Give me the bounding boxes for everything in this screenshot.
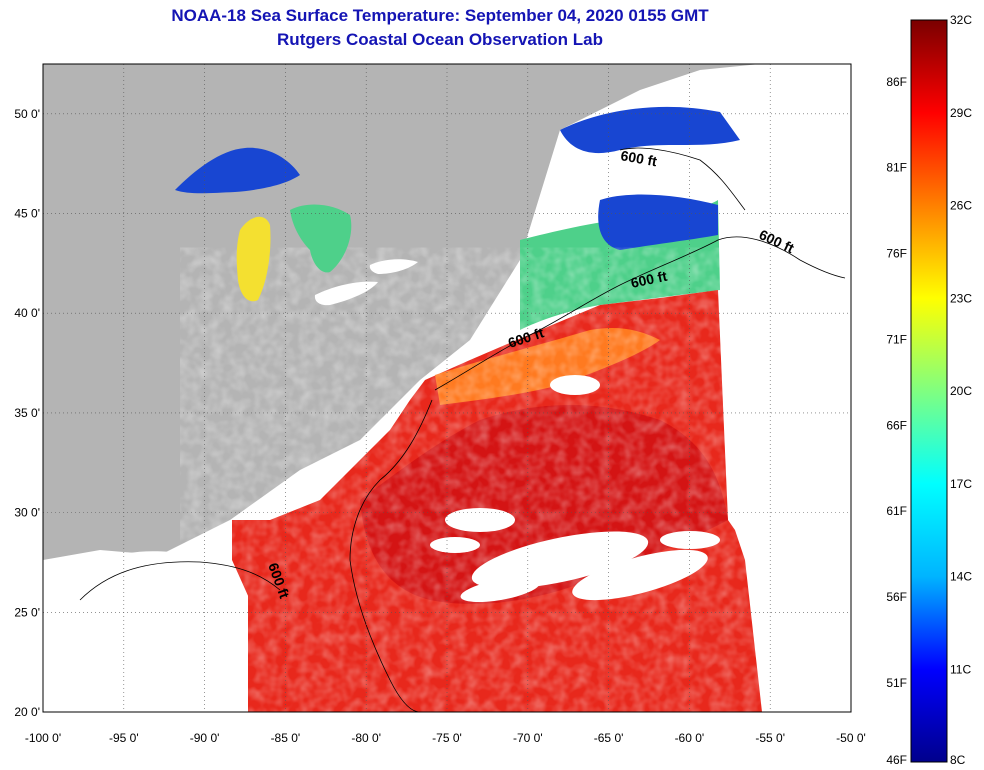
colorbar-celsius-label: 20C [950, 384, 972, 398]
colorbar-fahrenheit-label: 76F [886, 247, 907, 261]
colorbar-celsius-label: 11C [950, 662, 971, 676]
latitude-tick-label: 50 0' [14, 107, 40, 121]
colorbar-celsius-label: 8C [950, 753, 966, 767]
longitude-tick-label: -80 0' [351, 731, 381, 745]
colorbar-fahrenheit-label: 66F [886, 418, 907, 432]
colorbar-fahrenheit-labels: 86F 81F 76F 71F 66F 61F 56F 51F 46F [886, 75, 907, 767]
longitude-tick-label: -65 0' [594, 731, 624, 745]
colorbar-celsius-label: 14C [950, 570, 972, 584]
contour-label: 600 ft [629, 268, 668, 291]
map-frame [42, 63, 852, 713]
gulf-st-lawrence-cold-water [598, 194, 718, 250]
longitude-tick-label: -100 0' [25, 731, 61, 745]
colorbar-celsius-label: 32C [950, 13, 972, 27]
latitude-tick-label: 40 0' [14, 306, 40, 320]
latitude-tick-label: 30 0' [14, 506, 40, 520]
labrador-cold-water [560, 106, 740, 154]
colorbar-celsius-labels: 32C 29C 26C 23C 20C 17C 14C 11C 8C [950, 13, 972, 767]
colorbar-fahrenheit-label: 71F [886, 332, 907, 346]
latitude-tick-label: 20 0' [14, 705, 40, 719]
colorbar-celsius-label: 29C [950, 106, 972, 120]
colorbar-fahrenheit-label: 51F [886, 676, 907, 690]
latitude-tick-label: 25 0' [14, 605, 40, 619]
lake-michigan [236, 216, 271, 302]
longitude-tick-label: -50 0' [836, 731, 866, 745]
colorbar-celsius-label: 17C [950, 477, 972, 491]
colorbar-fahrenheit-label: 61F [886, 504, 907, 518]
latitude-tick-label: 35 0' [14, 406, 40, 420]
colorbar-fahrenheit-label: 86F [886, 75, 907, 89]
latitude-tick-labels: 50 0' 45 0' 40 0' 35 0' 30 0' 25 0' 20 0' [14, 107, 40, 719]
colorbar-fahrenheit-label: 46F [886, 753, 907, 767]
gulf-of-mexico-no-data [60, 545, 262, 712]
lake-erie [314, 281, 378, 306]
longitude-tick-label: -85 0' [271, 731, 301, 745]
graticule-grid [43, 64, 851, 712]
lake-superior [175, 147, 300, 194]
great-lakes [175, 147, 418, 306]
colorbar-celsius-label: 26C [950, 199, 972, 213]
lake-ontario [369, 259, 418, 274]
map-subtitle: Rutgers Coastal Ocean Observation Lab [277, 30, 603, 49]
lake-huron [290, 204, 352, 273]
longitude-tick-label: -60 0' [675, 731, 705, 745]
longitude-tick-labels: -100 0' -95 0' -90 0' -85 0' -80 0' -75 0' -70… [25, 731, 866, 745]
map-title: NOAA-18 Sea Surface Temperature: Septemb… [171, 6, 709, 25]
temperature-colorbar [910, 19, 948, 763]
longitude-tick-label: -70 0' [513, 731, 543, 745]
colorbar-celsius-label: 23C [950, 291, 972, 305]
contour-label: 600 ft [619, 147, 658, 169]
longitude-tick-label: -90 0' [190, 731, 220, 745]
colorbar-fahrenheit-label: 81F [886, 161, 907, 175]
colorbar-fahrenheit-label: 56F [886, 590, 907, 604]
longitude-tick-label: -55 0' [755, 731, 785, 745]
longitude-tick-label: -75 0' [432, 731, 462, 745]
latitude-tick-label: 45 0' [14, 207, 40, 221]
600ft-isobath-lines [79, 147, 846, 712]
sst-texture [232, 290, 752, 712]
longitude-tick-label: -95 0' [109, 731, 139, 745]
